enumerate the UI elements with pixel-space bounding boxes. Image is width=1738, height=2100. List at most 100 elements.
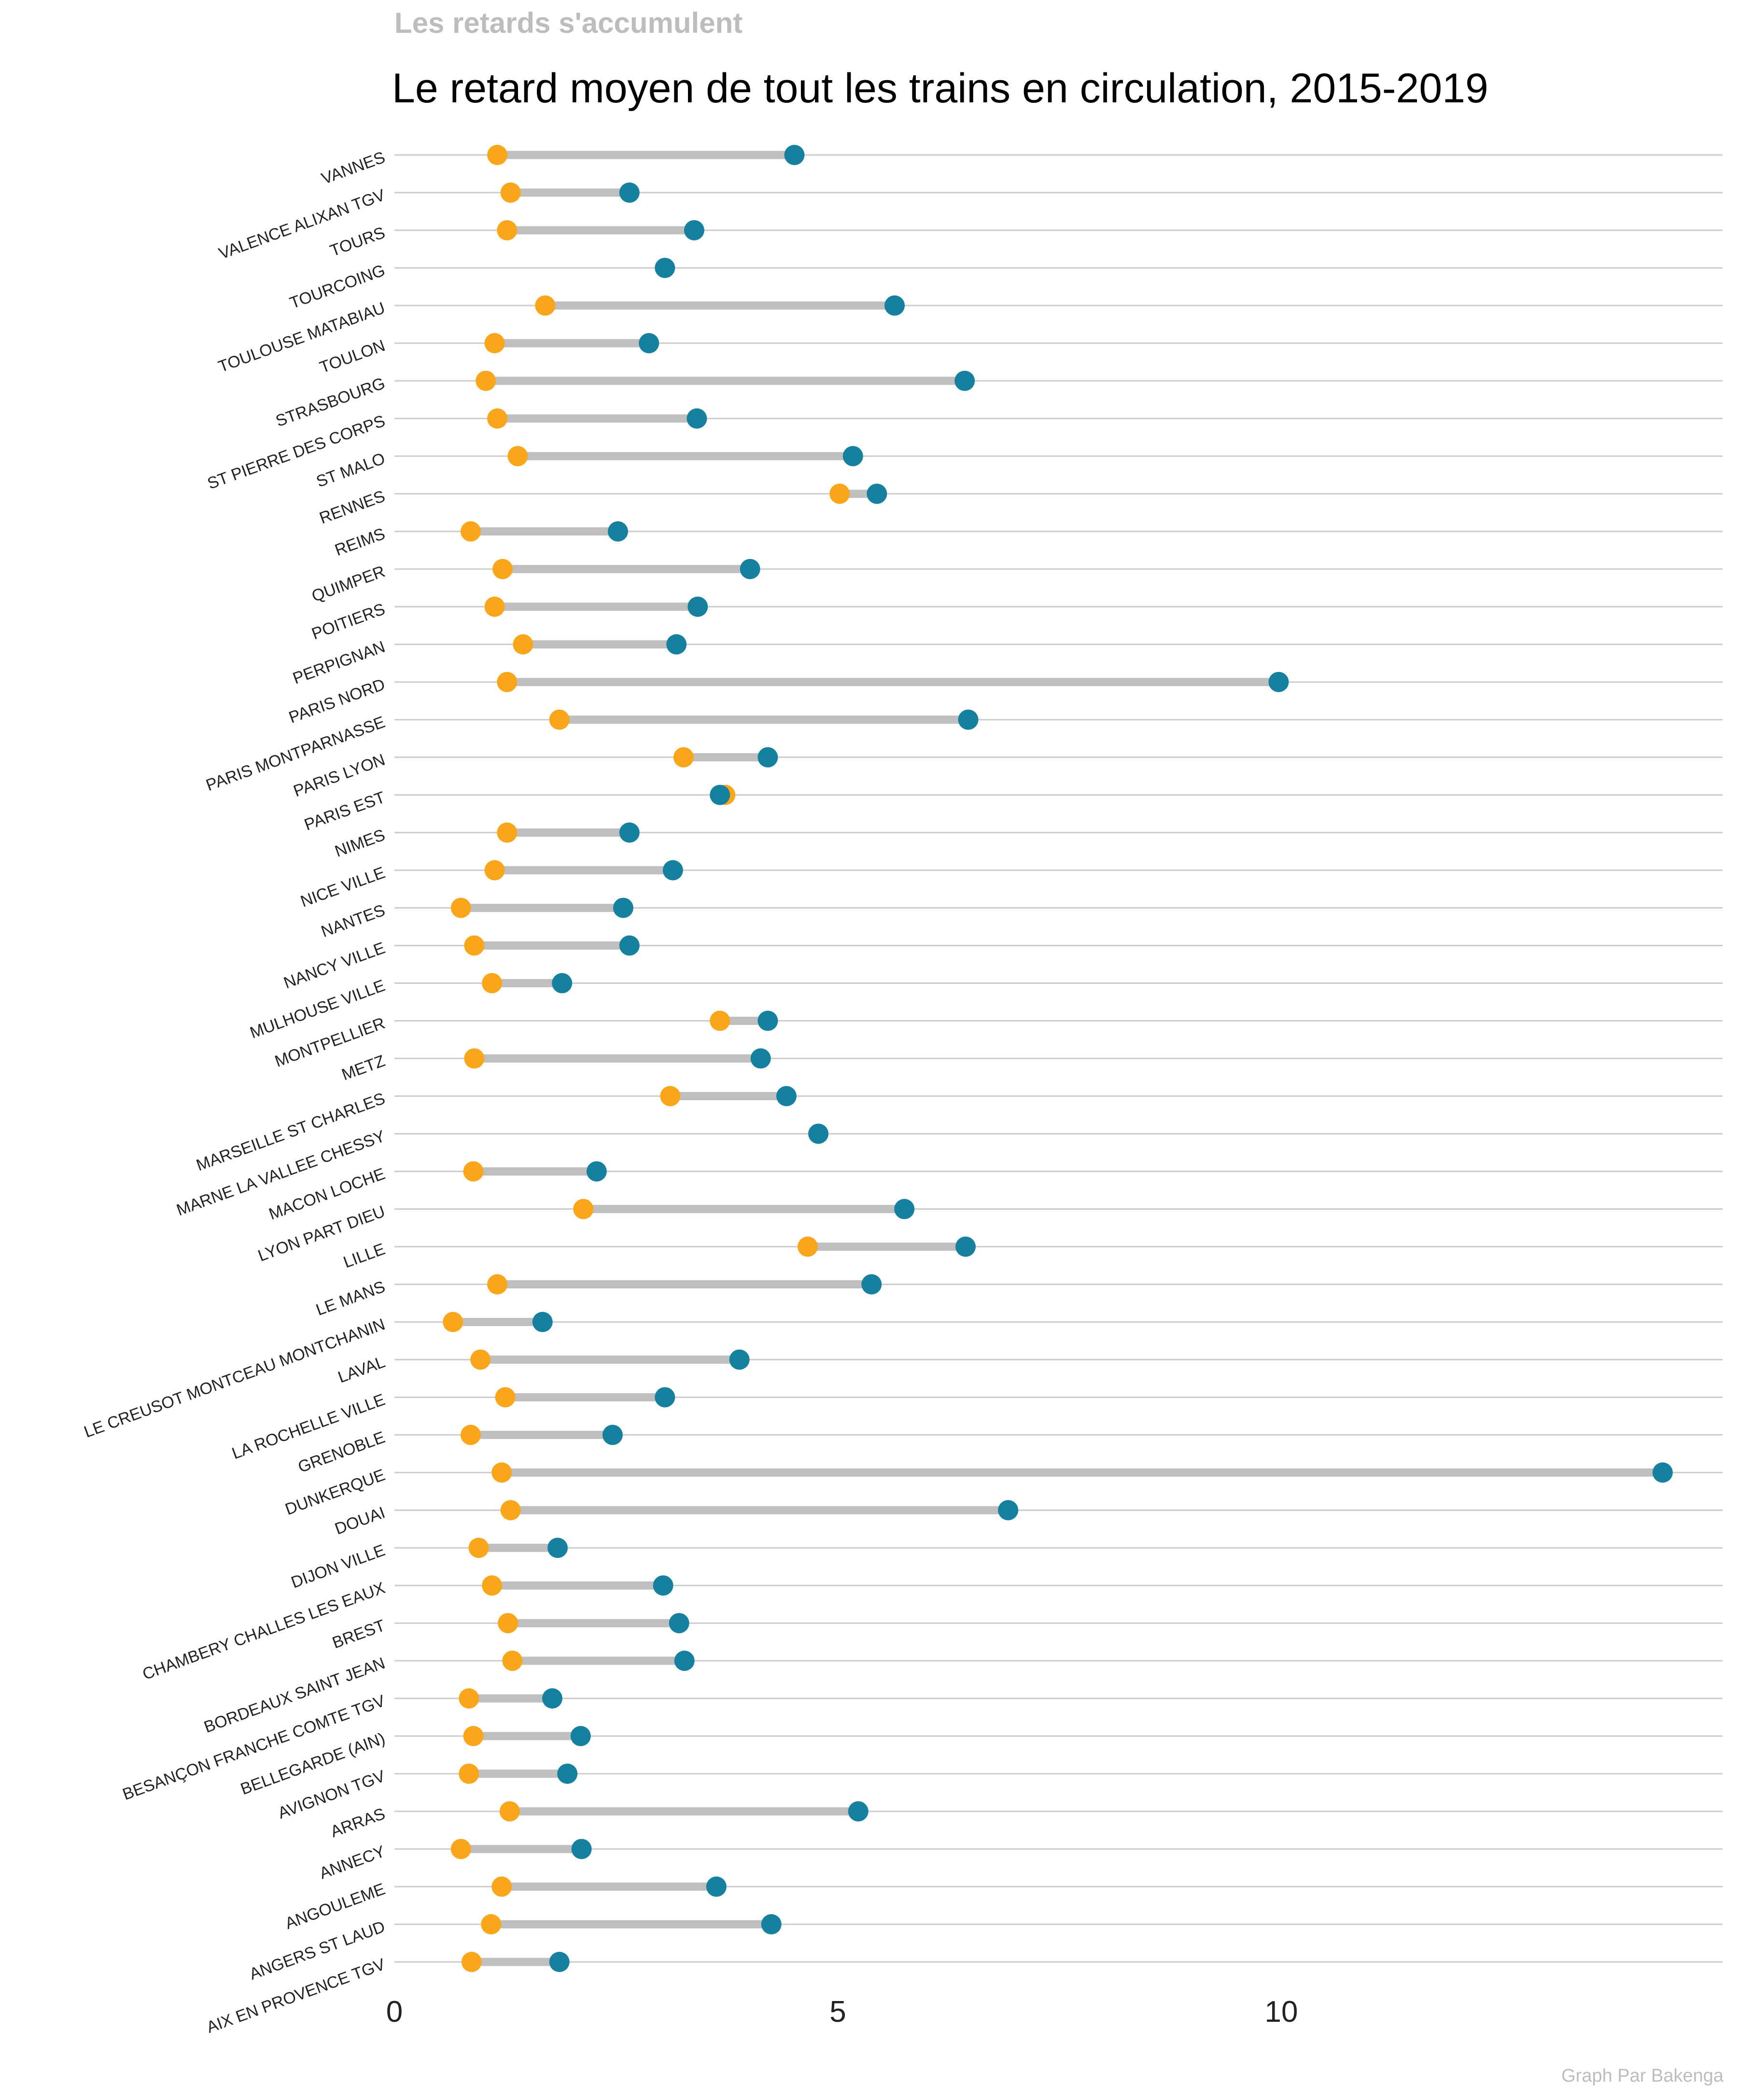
start-point [673,747,694,768]
start-point [450,1839,471,1860]
start-point [482,973,503,994]
y-tick-label: METZ [339,1051,388,1084]
y-tick-label: LAVAL [336,1353,388,1386]
end-point [655,257,675,278]
end-point [552,973,573,994]
end-point [669,1613,689,1634]
start-point [484,596,505,617]
segments [453,151,1663,1966]
y-tick-label: BREST [330,1616,388,1652]
points [443,145,1673,1972]
end-point [757,1010,778,1031]
start-point [470,1349,491,1370]
chart-subtitle: Les retards s'accumulent [394,7,743,39]
start-point [500,1500,521,1521]
start-point [476,370,496,391]
y-tick-label: TOULOUSE MATABIAU [216,299,388,376]
start-point [460,521,481,542]
start-point [507,446,528,466]
start-point [710,1010,730,1031]
y-tick-label: REIMS [333,525,388,560]
end-point [687,408,707,429]
end-point [842,446,863,466]
y-tick-label: RENNES [317,487,388,528]
start-point [487,408,508,429]
start-point [459,1764,479,1784]
y-tick-label: POITIERS [309,600,388,644]
y-tick-label: LE MANS [313,1277,387,1319]
end-point [549,1952,570,1972]
end-point [532,1312,553,1332]
end-point [607,521,628,542]
end-point [547,1538,568,1558]
start-point [497,220,518,240]
end-point [674,1651,695,1671]
start-point [573,1199,594,1219]
end-point [958,709,979,730]
y-tick-label: TOURS [327,224,387,260]
end-point [619,822,640,843]
start-point [495,1387,516,1408]
start-point [464,935,485,956]
start-point [513,634,533,655]
start-point [660,1086,681,1106]
chart-caption: Graph Par Bakenga [1561,2066,1724,2086]
end-point [750,1048,771,1069]
end-point [586,1161,607,1182]
end-point [710,784,730,805]
end-point [619,182,640,203]
start-point [464,1048,485,1069]
y-tick-label: PARIS EST [302,788,388,834]
end-point [954,370,975,391]
end-point [894,1199,915,1219]
start-point [484,333,505,353]
end-point [848,1801,869,1822]
start-point [549,709,570,730]
y-tick-label: NIMES [333,826,388,861]
x-tick-label: 10 [1265,1995,1298,2029]
y-tick-label: VALENCE ALIXAN TGV [216,186,388,263]
start-point [498,1613,519,1634]
start-point [492,559,513,579]
end-point [808,1123,829,1144]
start-point [829,483,850,504]
end-point [662,860,683,881]
start-point [491,1876,512,1897]
end-point [757,747,778,768]
end-point [571,1839,592,1860]
start-point [491,1462,512,1483]
start-point [484,860,505,881]
y-tick-label: VANNES [319,148,388,188]
start-point [500,182,521,203]
end-point [557,1764,578,1784]
end-point [776,1086,797,1106]
start-point [798,1236,818,1257]
y-tick-label: ARRAS [328,1805,388,1841]
end-point [1268,672,1289,692]
start-point [443,1312,463,1332]
end-point [867,483,887,504]
end-point [955,1236,976,1257]
start-point [487,1274,508,1295]
end-point [687,596,708,617]
end-point [542,1688,562,1709]
y-tick-label: QUIMPER [309,562,388,606]
x-tick-label: 5 [829,1995,846,2029]
end-point [666,634,687,655]
x-tick-label: 0 [386,1995,403,2029]
x-axis-ticks: 0 5 10 [386,1995,1298,2029]
end-point [706,1876,727,1897]
end-point [761,1914,782,1935]
start-point [497,822,518,843]
end-point [998,1500,1019,1521]
end-point [784,145,805,165]
end-point [729,1349,750,1370]
end-point [1652,1462,1673,1483]
end-point [619,935,640,956]
end-point [613,897,633,918]
start-point [461,1952,482,1972]
start-point [481,1914,502,1935]
start-point [460,1425,481,1445]
start-point [497,672,518,692]
